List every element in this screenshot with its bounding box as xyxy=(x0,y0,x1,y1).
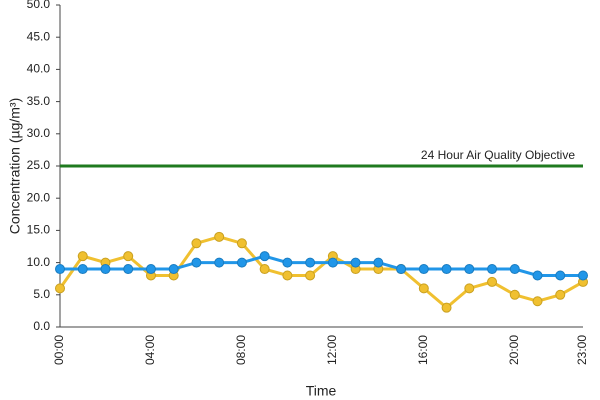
data-point xyxy=(418,283,429,294)
y-tick-label: 35.0 xyxy=(27,94,51,108)
y-tick-label: 50.0 xyxy=(27,0,51,11)
data-point xyxy=(327,257,338,268)
data-point xyxy=(100,264,111,275)
data-point xyxy=(191,257,202,268)
x-tick-label: 16:00 xyxy=(416,335,430,365)
y-tick-label: 25.0 xyxy=(27,158,51,172)
y-tick-label: 45.0 xyxy=(27,29,51,43)
data-point xyxy=(259,251,270,262)
data-point xyxy=(55,283,65,294)
data-point xyxy=(236,257,247,268)
data-point xyxy=(578,270,588,281)
data-point xyxy=(214,257,225,268)
data-point xyxy=(77,264,88,275)
data-point xyxy=(509,264,520,275)
y-tick-label: 0.0 xyxy=(33,319,50,333)
data-point xyxy=(464,283,475,294)
data-point xyxy=(168,264,179,275)
x-tick-label: 04:00 xyxy=(143,335,157,365)
data-point xyxy=(487,276,498,287)
y-tick-label: 20.0 xyxy=(27,190,51,204)
data-point xyxy=(373,257,384,268)
data-point xyxy=(214,231,225,242)
data-point xyxy=(555,270,566,281)
data-point xyxy=(123,251,134,262)
reference-label: 24 Hour Air Quality Objective xyxy=(421,148,575,162)
data-point xyxy=(441,264,452,275)
data-point xyxy=(259,264,270,275)
x-tick-label: 08:00 xyxy=(234,335,248,365)
data-point xyxy=(191,238,202,249)
y-tick-label: 30.0 xyxy=(27,126,51,140)
x-tick-label: 20:00 xyxy=(507,335,521,365)
data-point xyxy=(282,270,293,281)
y-tick-label: 10.0 xyxy=(27,255,51,269)
data-point xyxy=(396,264,407,275)
data-point xyxy=(509,289,520,300)
data-point xyxy=(236,238,247,249)
data-point xyxy=(464,264,475,275)
data-point xyxy=(350,257,361,268)
data-point xyxy=(145,264,156,275)
series-line xyxy=(58,235,584,310)
data-point xyxy=(305,270,316,281)
data-point xyxy=(55,264,65,275)
data-point xyxy=(555,289,566,300)
data-point xyxy=(305,257,316,268)
x-tick-label: 00:00 xyxy=(52,335,66,365)
data-point xyxy=(532,270,543,281)
x-tick-label: 23:00 xyxy=(575,335,589,365)
y-tick-label: 40.0 xyxy=(27,62,51,76)
data-point xyxy=(532,296,543,307)
data-point xyxy=(441,302,452,313)
data-point xyxy=(487,264,498,275)
data-point xyxy=(77,251,88,262)
y-axis-label: Concentration (µg/m³) xyxy=(7,98,23,234)
data-point xyxy=(418,264,429,275)
x-axis-label: Time xyxy=(306,383,337,399)
y-tick-label: 5.0 xyxy=(33,287,50,301)
data-point xyxy=(123,264,134,275)
data-point xyxy=(282,257,293,268)
x-tick-label: 12:00 xyxy=(325,335,339,365)
y-tick-label: 15.0 xyxy=(27,223,51,237)
